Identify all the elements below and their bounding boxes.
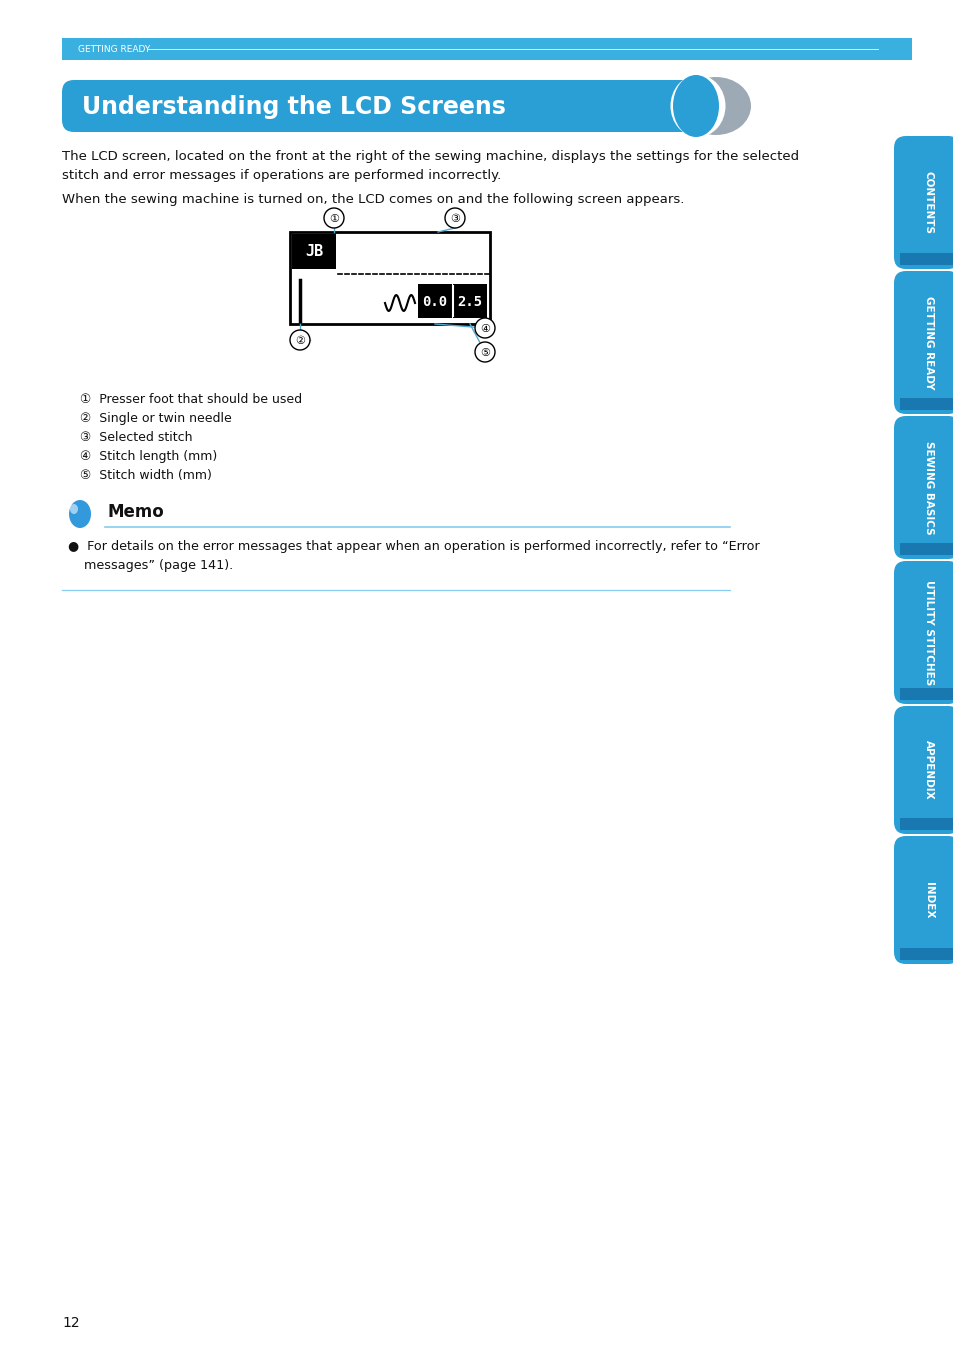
Bar [899, 253, 953, 266]
Text: ③: ③ [450, 213, 459, 224]
Text: ①  Presser foot that should be used: ① Presser foot that should be used [80, 394, 302, 406]
Text: 0.0: 0.0 [422, 295, 447, 309]
FancyBboxPatch shape [893, 136, 953, 270]
Text: UTILITY STITCHES: UTILITY STITCHES [923, 580, 933, 685]
Text: ●  For details on the error messages that appear when an operation is performed : ● For details on the error messages that… [68, 541, 759, 572]
Circle shape [475, 318, 495, 338]
Circle shape [290, 330, 310, 350]
Text: GETTING READY: GETTING READY [78, 44, 150, 54]
Bar [62, 38, 911, 61]
Text: SEWING BASICS: SEWING BASICS [923, 441, 933, 534]
Text: ⑤  Stitch width (mm): ⑤ Stitch width (mm) [80, 469, 212, 483]
Text: Understanding the LCD Screens: Understanding the LCD Screens [82, 94, 505, 119]
Bar [292, 235, 335, 270]
FancyBboxPatch shape [62, 80, 711, 132]
Circle shape [475, 342, 495, 363]
Text: The LCD screen, located on the front at the right of the sewing machine, display: The LCD screen, located on the front at … [62, 150, 799, 182]
Text: ④: ④ [479, 324, 490, 333]
Text: CONTENTS: CONTENTS [923, 171, 933, 235]
Ellipse shape [680, 77, 750, 135]
Text: ②  Single or twin needle: ② Single or twin needle [80, 412, 232, 425]
FancyBboxPatch shape [893, 836, 953, 964]
Bar [899, 948, 953, 960]
Bar [294, 236, 334, 267]
Text: APPENDIX: APPENDIX [923, 740, 933, 799]
Text: Memo: Memo [108, 503, 165, 520]
Ellipse shape [70, 504, 78, 514]
Ellipse shape [69, 500, 91, 528]
Circle shape [324, 208, 344, 228]
FancyBboxPatch shape [893, 706, 953, 834]
FancyBboxPatch shape [893, 561, 953, 704]
Text: ⑤: ⑤ [479, 348, 490, 357]
Text: JB: JB [305, 244, 323, 260]
FancyBboxPatch shape [893, 417, 953, 559]
Text: When the sewing machine is turned on, the LCD comes on and the following screen : When the sewing machine is turned on, th… [62, 193, 683, 206]
Text: GETTING READY: GETTING READY [923, 295, 933, 390]
Bar [453, 284, 486, 318]
Text: ①: ① [329, 213, 338, 224]
Bar [899, 398, 953, 410]
Bar [899, 543, 953, 555]
Circle shape [444, 208, 464, 228]
Text: 2.5: 2.5 [456, 295, 482, 309]
Bar [417, 284, 452, 318]
FancyBboxPatch shape [893, 271, 953, 414]
Ellipse shape [670, 75, 724, 137]
Text: ③  Selected stitch: ③ Selected stitch [80, 431, 193, 443]
Bar [290, 232, 490, 324]
Text: ②: ② [294, 336, 305, 345]
Bar [899, 818, 953, 830]
Text: ④  Stitch length (mm): ④ Stitch length (mm) [80, 450, 217, 462]
Text: INDEX: INDEX [923, 882, 933, 918]
Ellipse shape [672, 75, 719, 137]
Text: 12: 12 [62, 1316, 79, 1330]
Bar [899, 687, 953, 700]
